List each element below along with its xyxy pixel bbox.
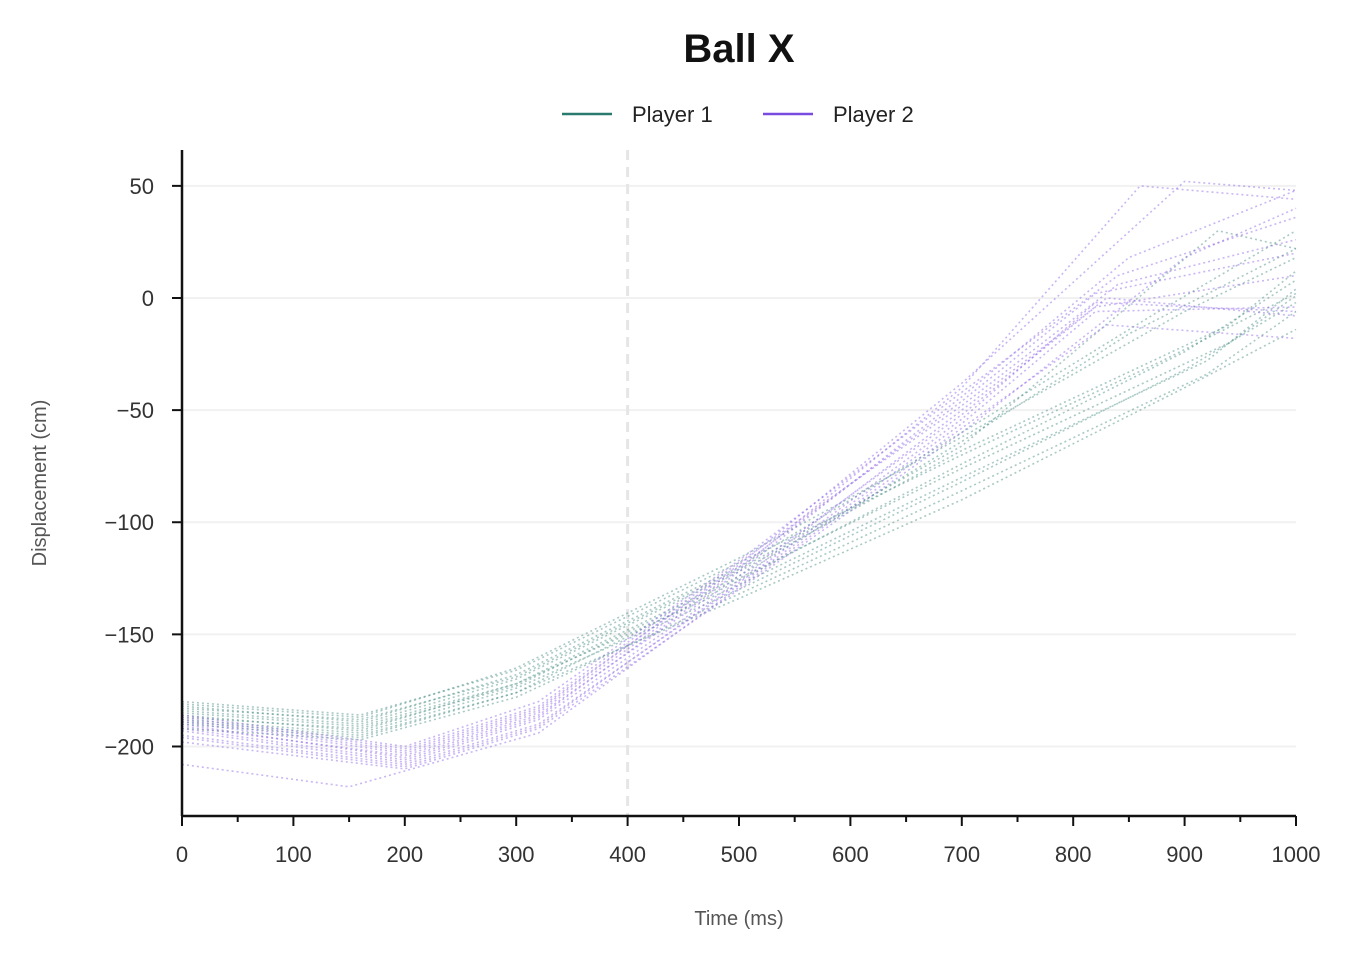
- legend-label-player-2: Player 2: [833, 102, 914, 127]
- trial-line: [181, 207, 1297, 770]
- chart-title: Ball X: [683, 27, 794, 71]
- trial-line: [181, 297, 1297, 764]
- x-tick-label: 0: [176, 842, 188, 867]
- trial-line: [181, 185, 1297, 757]
- series-1: [181, 229, 1297, 741]
- trial-line: [181, 279, 1297, 739]
- x-tick-label: 900: [1166, 842, 1203, 867]
- x-tick-label: 200: [386, 842, 423, 867]
- x-tick-label: 1000: [1272, 842, 1321, 867]
- legend-item-player-1[interactable]: Player 1: [562, 102, 713, 127]
- trial-line: [181, 310, 1297, 741]
- legend-item-player-2[interactable]: Player 2: [763, 102, 914, 127]
- trial-line: [181, 252, 1297, 752]
- trial-line: [181, 288, 1297, 728]
- y-tick-label: 50: [130, 174, 154, 199]
- trial-line: [181, 292, 1297, 716]
- x-tick-label: 600: [832, 842, 869, 867]
- trial-line: [181, 229, 1297, 721]
- trial-line: [181, 274, 1297, 759]
- legend: Player 1 Player 2: [562, 102, 914, 127]
- y-tick-label: 0: [142, 286, 154, 311]
- series-2: [181, 180, 1297, 788]
- gridlines: [182, 184, 1296, 748]
- trial-line: [181, 230, 1297, 723]
- trial-line: [181, 328, 1297, 737]
- trial-line: [181, 216, 1297, 748]
- x-tick-label: 700: [943, 842, 980, 867]
- y-axis-ticks: 50 0 −50 −100 −150 −200: [104, 174, 182, 759]
- y-axis-label: Displacement (cm): [29, 400, 51, 567]
- x-tick-label: 300: [498, 842, 535, 867]
- trial-line: [181, 247, 1297, 732]
- x-tick-label: 800: [1055, 842, 1092, 867]
- y-tick-label: −100: [104, 510, 154, 535]
- trial-line: [181, 270, 1297, 725]
- y-tick-label: −200: [104, 734, 154, 759]
- trial-line: [181, 324, 1297, 788]
- trial-line: [181, 256, 1297, 719]
- trial-line: [181, 189, 1297, 761]
- y-tick-label: −50: [117, 398, 154, 423]
- trial-line: [181, 295, 1297, 730]
- x-tick-label: 500: [721, 842, 758, 867]
- x-axis-ticks: 0 100 200 300 400 500 600 700 800 900 1000: [176, 816, 1321, 867]
- series-layer: [181, 180, 1297, 788]
- y-tick-label: −150: [104, 622, 154, 647]
- legend-label-player-1: Player 1: [632, 102, 713, 127]
- trial-line: [181, 238, 1297, 750]
- trial-line: [181, 301, 1297, 768]
- trial-line: [181, 180, 1297, 755]
- x-tick-label: 100: [275, 842, 312, 867]
- trial-line: [181, 301, 1297, 734]
- x-tick-label: 400: [609, 842, 646, 867]
- x-axis-label: Time (ms): [694, 908, 783, 930]
